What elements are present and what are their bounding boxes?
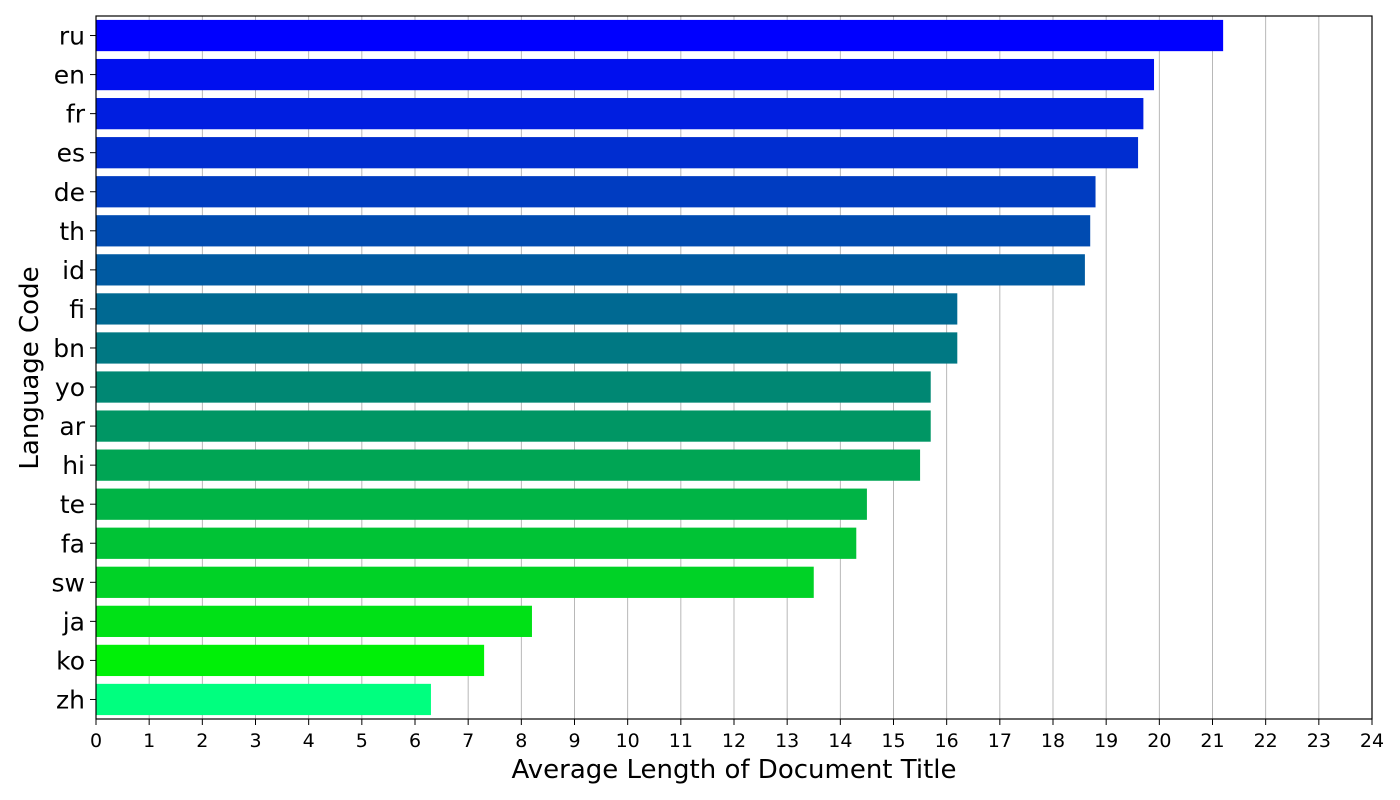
x-tick-label: 16 [935, 730, 959, 752]
x-tick-label: 8 [515, 730, 527, 752]
y-tick-label-yo: yo [55, 373, 85, 402]
y-tick-label-sw: sw [52, 568, 85, 597]
x-tick-label: 23 [1307, 730, 1331, 752]
x-tick-label: 4 [303, 730, 315, 752]
x-tick-label: 17 [988, 730, 1012, 752]
x-axis-ticks: 0 1 2 3 4 5 6 7 8 9 10 11 12 13 14 15 16 17 18 19 20 21 22 23 24 [90, 719, 1384, 752]
y-tick-label-hi: hi [62, 451, 85, 480]
y-tick-label-ja: ja [62, 607, 85, 636]
bar-hi [96, 449, 921, 481]
bar-zh [96, 683, 431, 716]
bar-fa [96, 527, 857, 559]
y-tick-label-ru: ru [59, 22, 85, 51]
bar-id [96, 254, 1085, 286]
x-tick-label: 22 [1254, 730, 1278, 752]
bar-ar [96, 410, 931, 442]
bar-fr [96, 98, 1144, 130]
x-tick-label: 9 [568, 730, 580, 752]
bars [96, 19, 1224, 716]
y-tick-label-th: th [59, 217, 85, 246]
y-axis-title: Language Code [15, 266, 45, 469]
y-tick-label-bn: bn [53, 334, 85, 363]
x-tick-label: 12 [722, 730, 746, 752]
x-tick-label: 3 [249, 730, 261, 752]
bar-fi [96, 293, 958, 325]
x-tick-label: 11 [669, 730, 693, 752]
x-tick-label: 10 [616, 730, 640, 752]
y-tick-label-fa: fa [61, 529, 85, 558]
x-tick-label: 14 [828, 730, 852, 752]
x-tick-label: 24 [1360, 730, 1384, 752]
y-tick-label-ko: ko [56, 646, 85, 675]
bar-en [96, 58, 1155, 91]
bar-bn [96, 332, 958, 364]
bar-es [96, 137, 1139, 169]
gridlines [148, 16, 1320, 719]
x-tick-label: 7 [462, 730, 474, 752]
y-tick-label-fr: fr [66, 100, 86, 129]
x-axis-title: Average Length of Document Title [512, 755, 957, 785]
y-tick-label-de: de [54, 178, 85, 207]
bar-sw [96, 566, 814, 598]
x-tick-label: 21 [1200, 730, 1224, 752]
x-tick-label: 5 [356, 730, 368, 752]
y-tick-label-fi: fi [69, 295, 85, 324]
bar-ru [96, 19, 1224, 52]
bar-th [96, 215, 1091, 247]
y-tick-label-id: id [62, 256, 85, 285]
x-tick-label: 19 [1094, 730, 1118, 752]
y-tick-label-ar: ar [59, 412, 85, 441]
bar-yo [96, 371, 931, 403]
x-tick-label: 18 [1041, 730, 1065, 752]
bar-ko [96, 644, 485, 677]
bar-de [96, 176, 1096, 208]
bar-te [96, 488, 867, 520]
x-tick-label: 2 [196, 730, 208, 752]
y-tick-label-en: en [54, 61, 85, 90]
y-axis-ticks: ru en fr es de th id fi bn yo ar hi te fa sw ja ko zh [52, 22, 96, 714]
y-tick-label-es: es [57, 139, 85, 168]
x-tick-label: 6 [409, 730, 421, 752]
x-tick-label: 0 [90, 730, 102, 752]
y-tick-label-te: te [60, 490, 85, 519]
x-tick-label: 1 [143, 730, 155, 752]
x-tick-label: 15 [881, 730, 905, 752]
x-tick-label: 20 [1147, 730, 1171, 752]
y-tick-label-zh: zh [56, 685, 85, 714]
bar-ja [96, 605, 532, 637]
x-tick-label: 13 [775, 730, 799, 752]
